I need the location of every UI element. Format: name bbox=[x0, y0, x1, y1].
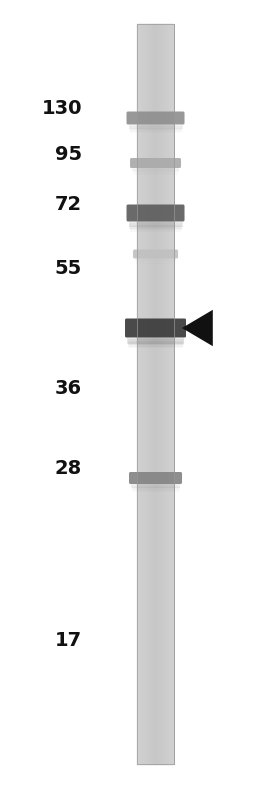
Bar bbox=[130, 226, 181, 232]
FancyBboxPatch shape bbox=[126, 111, 185, 125]
Polygon shape bbox=[182, 310, 213, 346]
FancyBboxPatch shape bbox=[125, 318, 186, 338]
FancyBboxPatch shape bbox=[130, 158, 181, 168]
Bar bbox=[128, 341, 183, 347]
Bar bbox=[137, 24, 174, 764]
Bar bbox=[132, 168, 179, 170]
Bar bbox=[137, 24, 174, 764]
Bar bbox=[132, 486, 179, 489]
Bar bbox=[129, 222, 183, 227]
Bar bbox=[133, 171, 178, 174]
Bar bbox=[127, 338, 184, 344]
Bar bbox=[135, 260, 176, 262]
Bar bbox=[134, 173, 177, 175]
Bar bbox=[129, 342, 183, 349]
Bar bbox=[136, 263, 175, 266]
Bar bbox=[130, 127, 182, 131]
Bar bbox=[136, 262, 175, 264]
Text: 28: 28 bbox=[55, 458, 82, 478]
Text: 95: 95 bbox=[55, 146, 82, 165]
Text: 72: 72 bbox=[55, 195, 82, 214]
FancyBboxPatch shape bbox=[129, 472, 182, 484]
FancyBboxPatch shape bbox=[133, 250, 178, 258]
Bar bbox=[129, 126, 182, 130]
Text: 36: 36 bbox=[55, 378, 82, 398]
Bar bbox=[127, 339, 184, 346]
Text: 55: 55 bbox=[55, 258, 82, 278]
Bar bbox=[131, 484, 180, 488]
Bar bbox=[132, 487, 179, 490]
Bar bbox=[133, 489, 178, 492]
Bar bbox=[135, 258, 176, 261]
Bar bbox=[133, 170, 178, 172]
Bar bbox=[129, 223, 182, 229]
Text: 17: 17 bbox=[55, 630, 82, 650]
FancyBboxPatch shape bbox=[126, 205, 185, 222]
Text: 130: 130 bbox=[41, 98, 82, 118]
Bar bbox=[129, 125, 183, 129]
Bar bbox=[130, 225, 182, 230]
Bar bbox=[130, 129, 181, 133]
